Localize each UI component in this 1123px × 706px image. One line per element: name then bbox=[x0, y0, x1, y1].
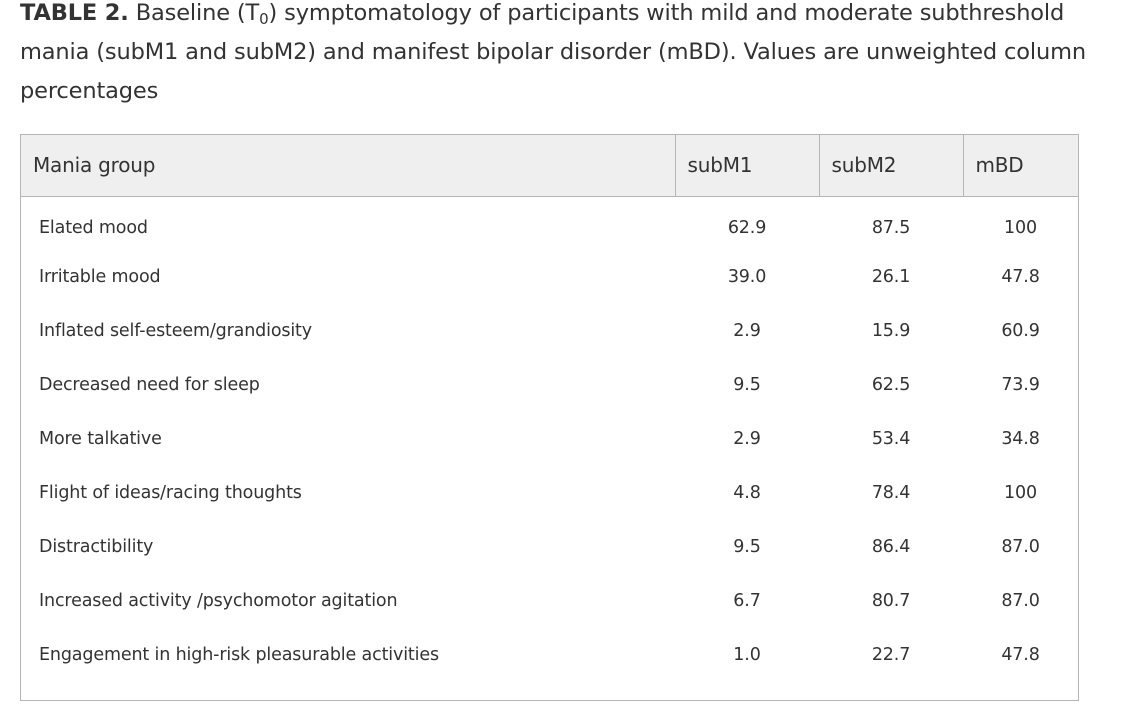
row-label: Engagement in high-risk pleasurable acti… bbox=[39, 645, 439, 665]
cell-mbd: 100 bbox=[1004, 217, 1037, 238]
cell-mbd: 34.8 bbox=[1001, 429, 1040, 449]
column-header-mbd: mBD bbox=[962, 135, 1078, 197]
table-row: Inflated self-esteem/grandiosity 2.9 15.9 6… bbox=[21, 304, 1078, 358]
column-header-subm1: subM1 bbox=[674, 135, 819, 197]
row-label: Distractibility bbox=[39, 537, 154, 557]
cell-subm2: 80.7 bbox=[871, 591, 911, 611]
table-row: Engagement in high-risk pleasurable acti… bbox=[21, 628, 1078, 682]
table-row: Flight of ideas/racing thoughts 4.8 78.4 10… bbox=[21, 466, 1078, 520]
table-row: Irritable mood 39.0 26.1 47.8 bbox=[21, 250, 1078, 304]
table-label: TABLE 2. bbox=[20, 0, 129, 26]
cell-mbd: 87.0 bbox=[1001, 537, 1040, 557]
caption-text-start: Baseline (T bbox=[128, 0, 260, 26]
table-row: Distractibility 9.5 86.4 87.0 bbox=[21, 520, 1078, 574]
cell-subm2: 78.4 bbox=[871, 483, 911, 503]
cell-mbd: 47.8 bbox=[1001, 267, 1040, 287]
row-label: Flight of ideas/racing thoughts bbox=[39, 483, 302, 503]
row-label: Increased activity /psychomotor agitatio… bbox=[39, 591, 398, 611]
row-label: More talkative bbox=[39, 429, 162, 449]
column-header-subm2: subM2 bbox=[818, 135, 963, 197]
cell-subm1: 1.0 bbox=[733, 645, 761, 665]
cell-subm1: 9.5 bbox=[733, 375, 761, 395]
row-label: Inflated self-esteem/grandiosity bbox=[39, 321, 312, 341]
cell-mbd: 100 bbox=[1004, 483, 1037, 503]
cell-subm1: 6.7 bbox=[733, 591, 761, 611]
column-header-mania-group: Mania group bbox=[21, 135, 675, 197]
table-row: Increased activity /psychomotor agitatio… bbox=[21, 574, 1078, 628]
table-row: More talkative 2.9 53.4 34.8 bbox=[21, 412, 1078, 466]
table-row: Decreased need for sleep 9.5 62.5 73.9 bbox=[21, 358, 1078, 412]
cell-subm1: 62.9 bbox=[727, 217, 767, 238]
table-header-row: Mania group subM1 subM2 mBD bbox=[21, 135, 1078, 197]
caption-subscript: 0 bbox=[259, 10, 269, 28]
cell-subm2: 86.4 bbox=[871, 537, 911, 557]
cell-mbd: 73.9 bbox=[1001, 375, 1040, 395]
data-table-container: Mania group subM1 subM2 mBD Elated mood 6… bbox=[20, 134, 1079, 701]
cell-subm2: 22.7 bbox=[871, 645, 911, 665]
table-caption: TABLE 2. Baseline (T0) symptomatology of… bbox=[20, 0, 1100, 111]
cell-subm2: 87.5 bbox=[871, 217, 911, 238]
row-label: Elated mood bbox=[39, 217, 148, 238]
table-row: Elated mood 62.9 87.5 100 bbox=[21, 196, 1078, 250]
table-body: Elated mood 62.9 87.5 100 Irritable mood 39.0… bbox=[21, 196, 1078, 682]
cell-subm2: 15.9 bbox=[871, 321, 911, 341]
cell-subm2: 53.4 bbox=[871, 429, 911, 449]
cell-subm1: 4.8 bbox=[733, 483, 761, 503]
cell-subm2: 26.1 bbox=[871, 267, 911, 287]
cell-subm1: 39.0 bbox=[727, 267, 767, 287]
cell-mbd: 87.0 bbox=[1001, 591, 1040, 611]
cell-subm1: 2.9 bbox=[733, 429, 761, 449]
cell-mbd: 47.8 bbox=[1001, 645, 1040, 665]
cell-subm1: 2.9 bbox=[733, 321, 761, 341]
caption-text-end: ) symptomatology of participants with mi… bbox=[20, 0, 1086, 104]
row-label: Decreased need for sleep bbox=[39, 375, 260, 395]
cell-mbd: 60.9 bbox=[1001, 321, 1040, 341]
symptom-table: Mania group subM1 subM2 mBD Elated mood 6… bbox=[21, 135, 1078, 682]
row-label: Irritable mood bbox=[39, 267, 161, 287]
cell-subm2: 62.5 bbox=[871, 375, 911, 395]
cell-subm1: 9.5 bbox=[733, 537, 761, 557]
